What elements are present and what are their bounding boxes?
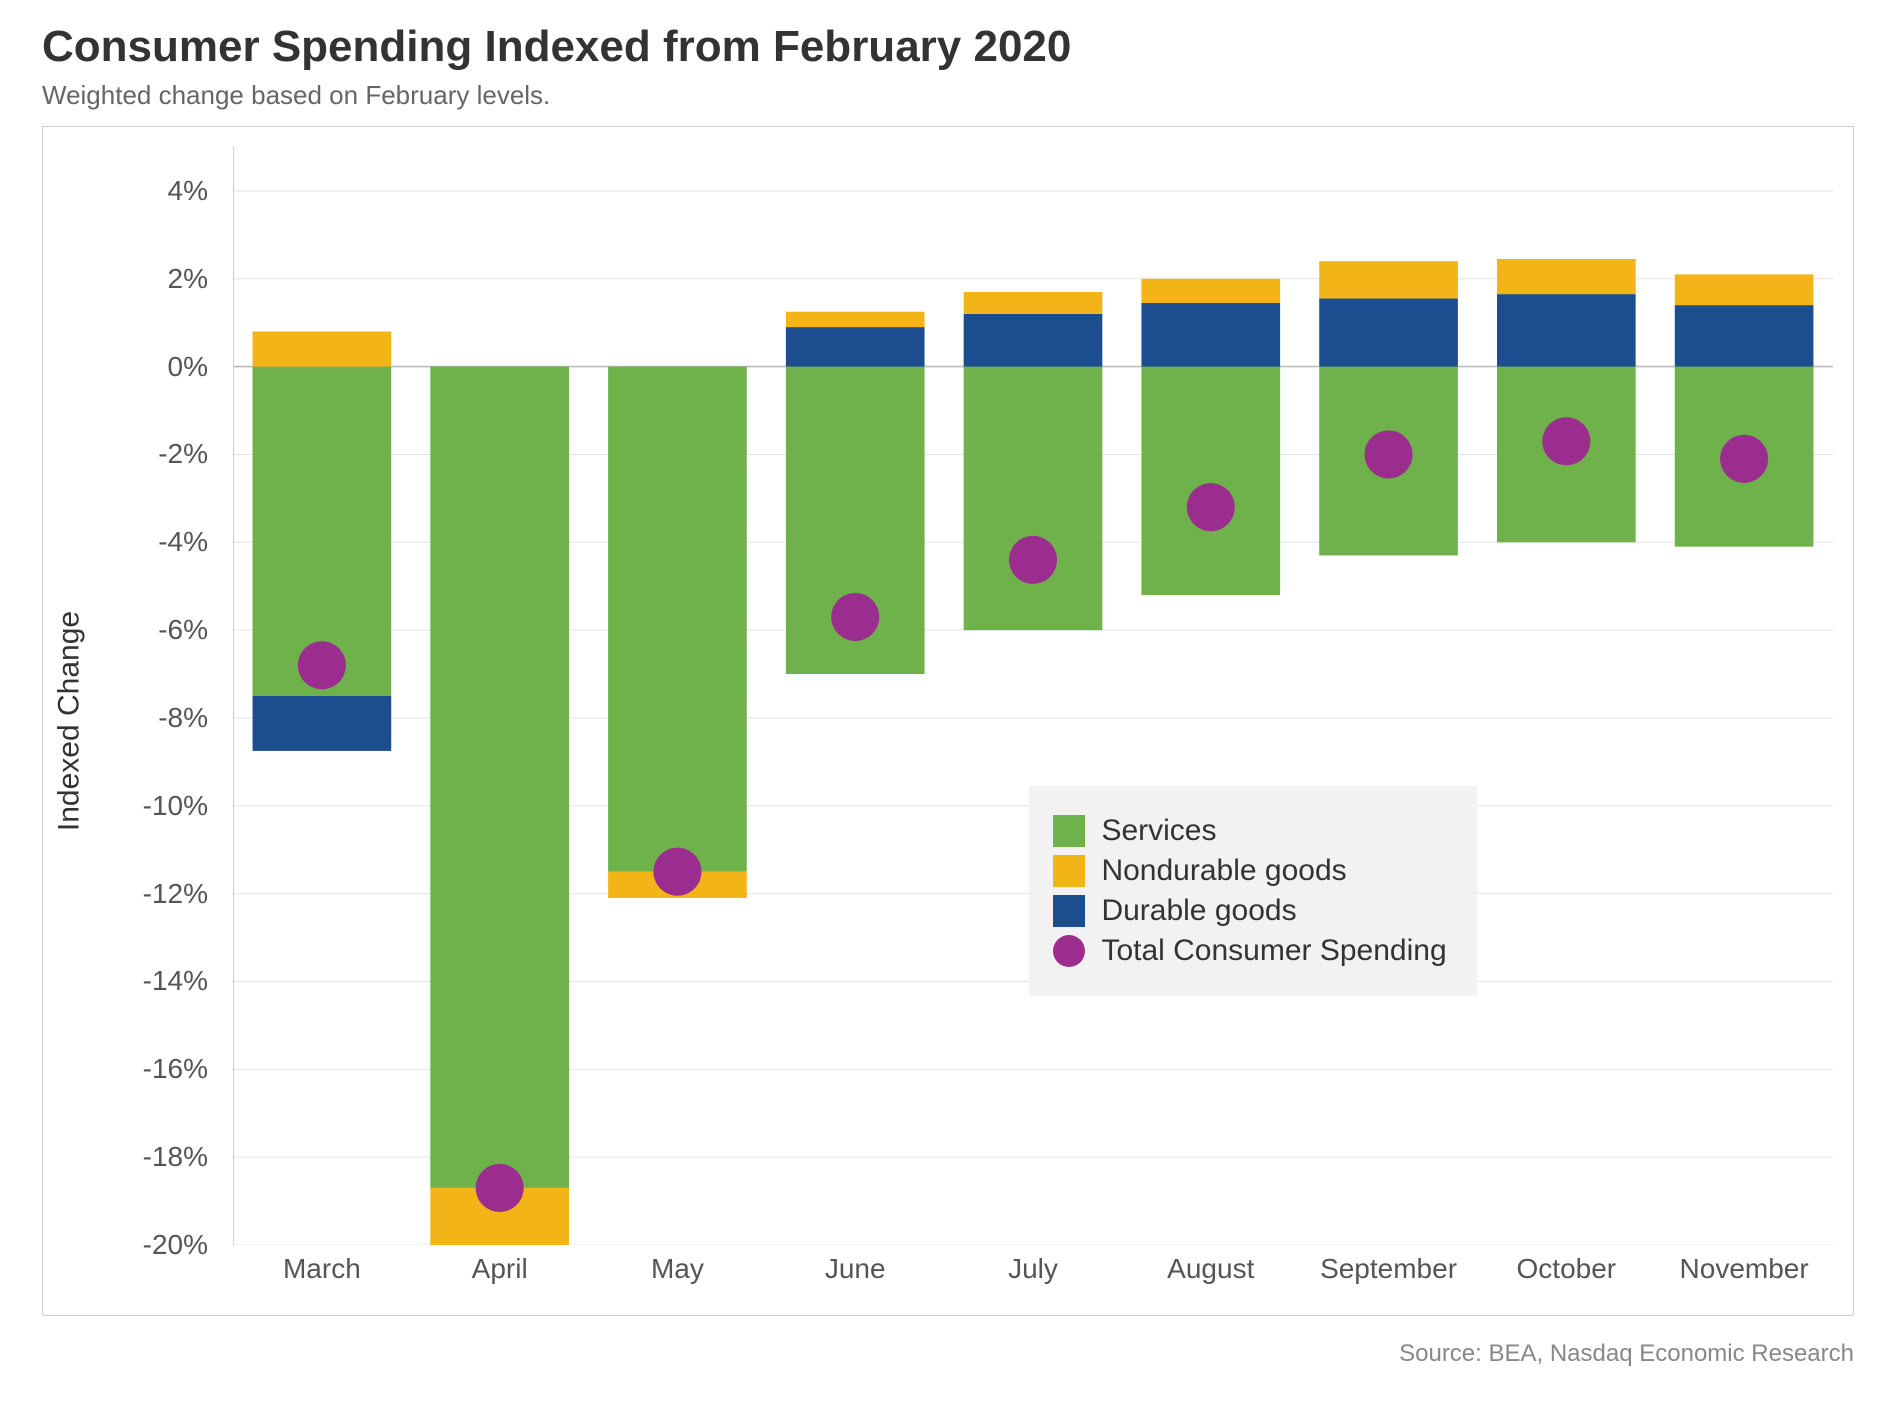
marker-total	[1187, 483, 1235, 531]
y-tick-label: -6%	[158, 614, 208, 646]
legend-label: Durable goods	[1101, 894, 1296, 928]
y-tick-label: 2%	[168, 263, 208, 295]
x-tick-label: August	[1167, 1253, 1254, 1285]
y-tick-label: -14%	[143, 965, 208, 997]
bar-services	[430, 367, 569, 1188]
x-tick-label: November	[1680, 1253, 1809, 1285]
bar-durable	[1141, 303, 1280, 367]
x-tick-label: April	[472, 1253, 528, 1285]
legend-swatch-icon	[1053, 815, 1085, 847]
marker-total	[1542, 417, 1590, 465]
bar-services	[608, 367, 747, 872]
legend-marker-icon	[1053, 935, 1085, 967]
marker-total	[298, 641, 346, 689]
legend-swatch-icon	[1053, 895, 1085, 927]
legend: Services Nondurable goods Durable goods Tot…	[1029, 786, 1476, 996]
bar-services	[1141, 367, 1280, 595]
bar-nondurable	[1497, 259, 1636, 294]
bar-nondurable	[1675, 274, 1814, 305]
chart-source: Source: BEA, Nasdaq Economic Research	[1399, 1340, 1854, 1368]
legend-label: Total Consumer Spending	[1101, 934, 1446, 968]
y-tick-label: -20%	[143, 1229, 208, 1261]
chart-subtitle: Weighted change based on February levels…	[42, 80, 550, 111]
y-tick-label: -10%	[143, 790, 208, 822]
x-tick-label: June	[825, 1253, 886, 1285]
legend-label: Services	[1101, 814, 1216, 848]
y-tick-label: -16%	[143, 1053, 208, 1085]
y-tick-label: -18%	[143, 1141, 208, 1173]
legend-item: Services	[1053, 814, 1446, 848]
legend-swatch-icon	[1053, 855, 1085, 887]
plot-area: Indexed Change 4%2%0%-2%-4%-6%-8%-10%-12…	[42, 126, 1854, 1316]
legend-item: Nondurable goods	[1053, 854, 1446, 888]
bar-nondurable	[1141, 279, 1280, 303]
bar-services	[964, 367, 1103, 631]
y-tick-label: -4%	[158, 526, 208, 558]
marker-total	[1009, 536, 1057, 584]
x-tick-label: July	[1008, 1253, 1058, 1285]
x-tick-label: May	[651, 1253, 704, 1285]
x-axis-labels: March April May June July August September Octo…	[233, 1253, 1833, 1303]
legend-label: Nondurable goods	[1101, 854, 1346, 888]
y-tick-label: 0%	[168, 351, 208, 383]
bar-nondurable	[253, 331, 392, 366]
bar-nondurable	[964, 292, 1103, 314]
marker-total	[476, 1164, 524, 1212]
y-tick-label: 4%	[168, 175, 208, 207]
marker-total	[653, 848, 701, 896]
bar-durable	[1319, 299, 1458, 367]
bar-durable	[964, 314, 1103, 367]
bar-durable	[253, 696, 392, 751]
legend-item: Durable goods	[1053, 894, 1446, 928]
legend-item: Total Consumer Spending	[1053, 934, 1446, 968]
y-axis-ticks: 4%2%0%-2%-4%-6%-8%-10%-12%-14%-16%-18%-2…	[43, 147, 218, 1245]
x-tick-label: September	[1320, 1253, 1457, 1285]
chart-canvas	[233, 147, 1833, 1245]
marker-total	[831, 593, 879, 641]
x-tick-label: March	[283, 1253, 361, 1285]
y-tick-label: -2%	[158, 438, 208, 470]
chart-svg	[233, 147, 1833, 1245]
x-tick-label: October	[1517, 1253, 1617, 1285]
y-tick-label: -8%	[158, 702, 208, 734]
bar-nondurable	[786, 312, 925, 327]
bar-durable	[1675, 305, 1814, 366]
marker-total	[1720, 435, 1768, 483]
chart-title: Consumer Spending Indexed from February …	[42, 22, 1071, 72]
bar-nondurable	[1319, 261, 1458, 298]
bar-durable	[786, 327, 925, 367]
marker-total	[1365, 430, 1413, 478]
y-tick-label: -12%	[143, 878, 208, 910]
bar-durable	[1497, 294, 1636, 366]
